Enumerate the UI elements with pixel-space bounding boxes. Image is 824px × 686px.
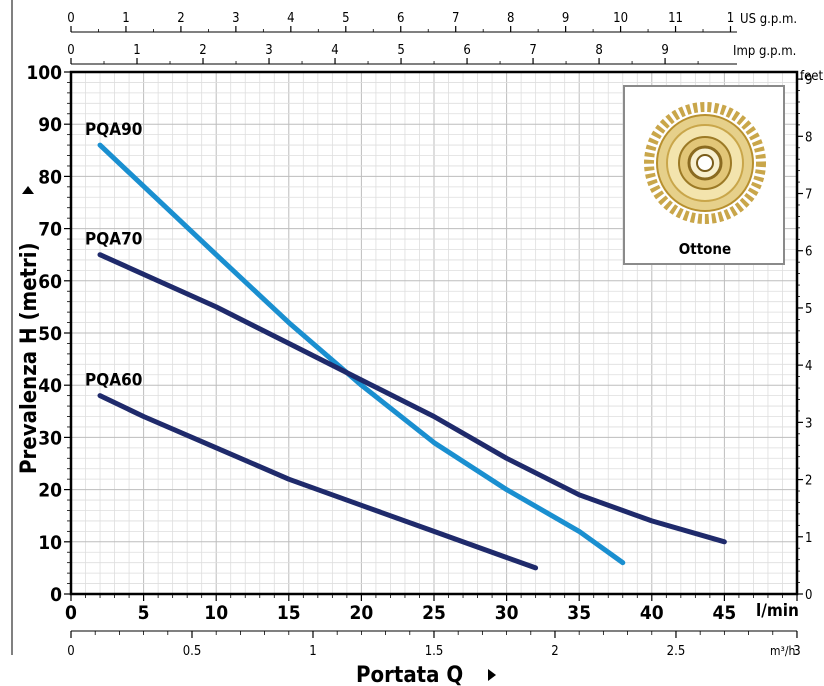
- x-tick-label: 40: [640, 602, 664, 624]
- m3h-tick-label: 1.5: [425, 644, 444, 659]
- x-tick-label: 20: [350, 602, 374, 624]
- y-tick-label: 40: [38, 375, 62, 397]
- feet-unit-label: feet: [800, 69, 824, 84]
- x-axis-arrow-icon: [488, 669, 496, 681]
- us-gpm-tick-label: 6: [397, 11, 404, 26]
- imp-gpm-tick-label: 9: [661, 43, 668, 58]
- us-gpm-tick-label: 9: [562, 11, 569, 26]
- curves: [97, 142, 727, 571]
- feet-tick-label: 0: [805, 588, 812, 603]
- imp-gpm-tick-label: 7: [529, 43, 536, 58]
- m3h-axis: 0 0.5 1 1.5 2 2.5 3: [67, 630, 801, 659]
- series-label-pqa90: PQA90: [85, 120, 142, 140]
- us-gpm-tick-label: 0: [67, 11, 74, 26]
- us-gpm-unit-label: US g.p.m.: [740, 12, 797, 27]
- x-tick-label: 45: [713, 602, 737, 624]
- y-tick-label: 10: [38, 532, 62, 554]
- x-tick-label: 30: [495, 602, 519, 624]
- y-tick-label: 50: [38, 323, 62, 345]
- x-tick-label: 15: [277, 602, 301, 624]
- y-tick-label: 100: [26, 62, 62, 84]
- y-tick-label: 30: [38, 427, 62, 449]
- feet-tick-label: 1: [805, 531, 812, 546]
- us-gpm-tick-label: 1: [122, 11, 129, 26]
- y-axis-arrow-icon: [22, 186, 34, 194]
- us-gpm-tick-label: 8: [507, 11, 514, 26]
- feet-tick-label: 8: [805, 130, 812, 145]
- y-tick-label: 70: [38, 219, 62, 241]
- y-tick-label: 90: [38, 114, 62, 136]
- us-gpm-tick-label: 4: [287, 11, 294, 26]
- x-axis-ticks: 0 5 10 15 20 25 30 35 40 45: [65, 594, 798, 624]
- m3h-tick-label: 1: [309, 644, 316, 659]
- m3h-tick-label: 3: [793, 644, 800, 659]
- us-gpm-tick-label: 5: [342, 11, 349, 26]
- feet-tick-label: 4: [805, 359, 812, 374]
- svg-text:Portata Q: Portata Q: [356, 663, 463, 686]
- us-gpm-tick-label: 10: [613, 11, 628, 26]
- imp-gpm-tick-label: 2: [199, 43, 206, 58]
- imp-gpm-unit-label: Imp g.p.m.: [733, 44, 796, 59]
- feet-tick-label: 3: [805, 416, 812, 431]
- m3h-tick-label: 2: [551, 644, 558, 659]
- m3h-unit-label: m³/h: [770, 644, 795, 658]
- imp-gpm-tick-label: 1: [133, 43, 140, 58]
- imp-gpm-tick-label: 5: [397, 43, 404, 58]
- feet-axis: 0 1 2 3 4 5 6 7 8 9: [797, 73, 812, 603]
- y-axis-ticks: 0 10 20 30 40 50 60 70 80 90 100: [26, 62, 71, 606]
- imp-gpm-axis: 0 1 2 3 4 5 6 7 8 9: [67, 43, 737, 65]
- curve-labels: PQA90 PQA70 PQA60: [85, 120, 142, 391]
- x-unit-label: l/min: [756, 601, 799, 621]
- feet-tick-label: 9: [805, 73, 812, 88]
- x-tick-label: 0: [65, 602, 77, 624]
- imp-gpm-tick-label: 4: [331, 43, 338, 58]
- y-axis-title: Prevalenza H (metri): [17, 186, 42, 474]
- us-gpm-tick-label: 1: [727, 11, 734, 26]
- y-tick-label: 20: [38, 480, 62, 502]
- impeller-image: [644, 102, 766, 224]
- series-line-pqa60: [97, 393, 539, 571]
- x-tick-label: 25: [422, 602, 446, 624]
- us-gpm-tick-label: 7: [452, 11, 459, 26]
- y-tick-label: 80: [38, 166, 62, 188]
- x-axis-title: Portata Q: [356, 663, 496, 686]
- feet-tick-label: 6: [805, 245, 812, 260]
- imp-gpm-tick-label: 6: [463, 43, 470, 58]
- x-tick-label: 35: [567, 602, 591, 624]
- series-label-pqa70: PQA70: [85, 230, 142, 250]
- svg-text:Prevalenza H (metri): Prevalenza H (metri): [17, 242, 42, 474]
- m3h-tick-label: 2.5: [667, 644, 686, 659]
- imp-gpm-tick-label: 0: [67, 43, 74, 58]
- y-tick-label: 60: [38, 271, 62, 293]
- x-tick-label: 10: [204, 602, 228, 624]
- x-tick-label: 5: [138, 602, 150, 624]
- impeller-inset: Ottone: [623, 85, 785, 265]
- series-label-pqa60: PQA60: [85, 371, 142, 391]
- series-line-pqa90: [97, 142, 626, 566]
- imp-gpm-tick-label: 8: [595, 43, 602, 58]
- feet-tick-label: 7: [805, 188, 812, 203]
- us-gpm-axis: 0 1 2 3 4 5 6 7 8 9 10 11 1: [67, 11, 737, 33]
- m3h-tick-label: 0.5: [183, 644, 202, 659]
- y-tick-label: 0: [50, 584, 62, 606]
- inset-caption: Ottone: [679, 240, 731, 258]
- us-gpm-tick-label: 3: [232, 11, 239, 26]
- imp-gpm-tick-label: 3: [265, 43, 272, 58]
- us-gpm-tick-label: 2: [177, 11, 184, 26]
- feet-tick-label: 5: [805, 302, 812, 317]
- m3h-tick-label: 0: [67, 644, 74, 659]
- us-gpm-tick-label: 11: [668, 11, 683, 26]
- feet-tick-label: 2: [805, 474, 812, 489]
